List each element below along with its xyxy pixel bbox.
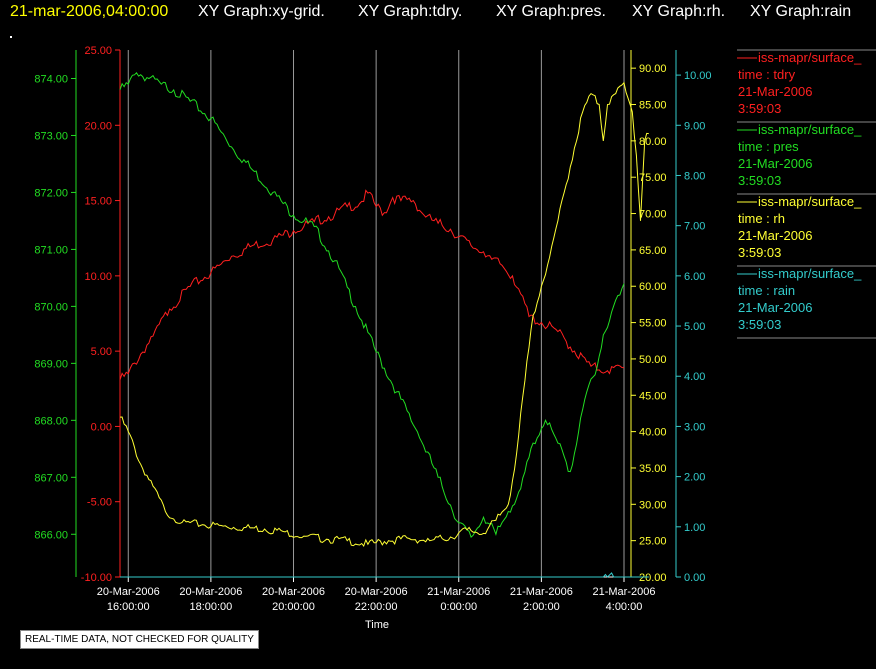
rh-tick-label: 85.00	[639, 100, 667, 112]
legend-rain-text: time : rain	[738, 283, 795, 298]
rh-tick-label: 50.00	[639, 354, 667, 366]
tdry-tick-label: -10.00	[81, 572, 112, 584]
x-tick-label: 20-Mar-2006	[345, 586, 408, 598]
pres-tick-label: 872.00	[34, 187, 68, 199]
timestamp-label: 21-mar-2006,04:00:00	[10, 3, 169, 20]
x-tick-label: 20:00:00	[272, 601, 315, 613]
legend-pres-text: 21-Mar-2006	[738, 156, 812, 171]
legend-pres-text: time : pres	[738, 139, 799, 154]
tdry-tick-label: 20.00	[84, 120, 112, 132]
legend-rh-text: time : rh	[738, 211, 785, 226]
rain-tick-label: 5.00	[684, 321, 705, 333]
rain-tick-label: 1.00	[684, 522, 705, 534]
pres-tick-label: 873.00	[34, 130, 68, 142]
legend-rh-text: 3:59:03	[738, 245, 781, 260]
series-line-pres	[119, 72, 625, 538]
legend-pres-text: 3:59:03	[738, 173, 781, 188]
rh-tick-label: 20.00	[639, 572, 667, 584]
rain-tick-label: 10.00	[684, 70, 712, 82]
legend-rh-text: iss-mapr/surface_	[758, 194, 862, 209]
series-line-rain	[120, 572, 649, 578]
pres-tick-label: 867.00	[34, 472, 68, 484]
x-tick-label: 20-Mar-2006	[262, 586, 325, 598]
tdry-tick-label: 10.00	[84, 271, 112, 283]
pres-tick-label: 871.00	[34, 244, 68, 256]
pres-tick-label: 870.00	[34, 301, 68, 313]
tdry-tick-label: -5.00	[87, 497, 112, 509]
rh-tick-label: 75.00	[639, 172, 667, 184]
x-tick-label: 21-Mar-2006	[510, 586, 573, 598]
tdry-tick-label: 0.00	[91, 421, 112, 433]
x-tick-label: 2:00:00	[523, 601, 560, 613]
rh-tick-label: 60.00	[639, 281, 667, 293]
graph-title-tdry: XY Graph:tdry.	[358, 3, 463, 20]
pres-tick-label: 874.00	[34, 73, 68, 85]
legend-tdry-text: iss-mapr/surface_	[758, 50, 862, 65]
title-bar: 21-mar-2006,04:00:00 XY Graph:xy-grid. X…	[0, 0, 876, 28]
legend-rh-text: 21-Mar-2006	[738, 228, 812, 243]
rain-tick-label: 3.00	[684, 421, 705, 433]
dot-mark	[10, 36, 12, 38]
pres-tick-label: 868.00	[34, 415, 68, 427]
rain-tick-label: 8.00	[684, 170, 705, 182]
x-tick-label: 21-Mar-2006	[593, 586, 656, 598]
series-line-rh	[119, 81, 649, 548]
x-tick-label: 16:00:00	[107, 601, 150, 613]
rh-tick-label: 35.00	[639, 463, 667, 475]
rh-tick-label: 40.00	[639, 427, 667, 439]
graph-title-rh: XY Graph:rh.	[632, 3, 726, 20]
rh-tick-label: 30.00	[639, 499, 667, 511]
quality-disclaimer: REAL-TIME DATA, NOT CHECKED FOR QUALITY	[20, 630, 259, 649]
rh-tick-label: 90.00	[639, 63, 667, 75]
rain-tick-label: 9.00	[684, 120, 705, 132]
legend-rain-text: 3:59:03	[738, 317, 781, 332]
rh-tick-label: 45.00	[639, 390, 667, 402]
rh-tick-label: 65.00	[639, 245, 667, 257]
rain-tick-label: 7.00	[684, 221, 705, 233]
rh-tick-label: 55.00	[639, 318, 667, 330]
graph-title-rain: XY Graph:rain	[750, 3, 852, 20]
x-tick-label: 20-Mar-2006	[179, 586, 242, 598]
pres-tick-label: 869.00	[34, 358, 68, 370]
legend-tdry-text: 21-Mar-2006	[738, 84, 812, 99]
tdry-tick-label: 25.00	[84, 45, 112, 57]
x-tick-label: 18:00:00	[189, 601, 232, 613]
x-tick-label: 20-Mar-2006	[97, 586, 160, 598]
tdry-tick-label: 15.00	[84, 196, 112, 208]
rh-tick-label: 70.00	[639, 209, 667, 221]
graph-title-pres: XY Graph:pres.	[496, 3, 606, 20]
rh-tick-label: 25.00	[639, 536, 667, 548]
pres-tick-label: 866.00	[34, 529, 68, 541]
x-axis-label: Time	[365, 619, 389, 631]
x-tick-label: 0:00:00	[440, 601, 477, 613]
x-tick-label: 21-Mar-2006	[427, 586, 490, 598]
legend-tdry-text: time : tdry	[738, 67, 796, 82]
rain-tick-label: 2.00	[684, 472, 705, 484]
legend-rain-text: 21-Mar-2006	[738, 300, 812, 315]
legend-tdry-text: 3:59:03	[738, 101, 781, 116]
x-tick-label: 22:00:00	[355, 601, 398, 613]
rh-tick-label: 80.00	[639, 136, 667, 148]
series-line-tdry	[119, 189, 625, 380]
legend-rain-text: iss-mapr/surface_	[758, 266, 862, 281]
rain-tick-label: 6.00	[684, 271, 705, 283]
legend-pres-text: iss-mapr/surface_	[758, 122, 862, 137]
graph-title-xy-grid: XY Graph:xy-grid.	[198, 3, 325, 20]
rain-tick-label: 4.00	[684, 371, 705, 383]
tdry-tick-label: 5.00	[91, 346, 112, 358]
x-tick-label: 4:00:00	[606, 601, 643, 613]
rain-tick-label: 0.00	[684, 572, 705, 584]
